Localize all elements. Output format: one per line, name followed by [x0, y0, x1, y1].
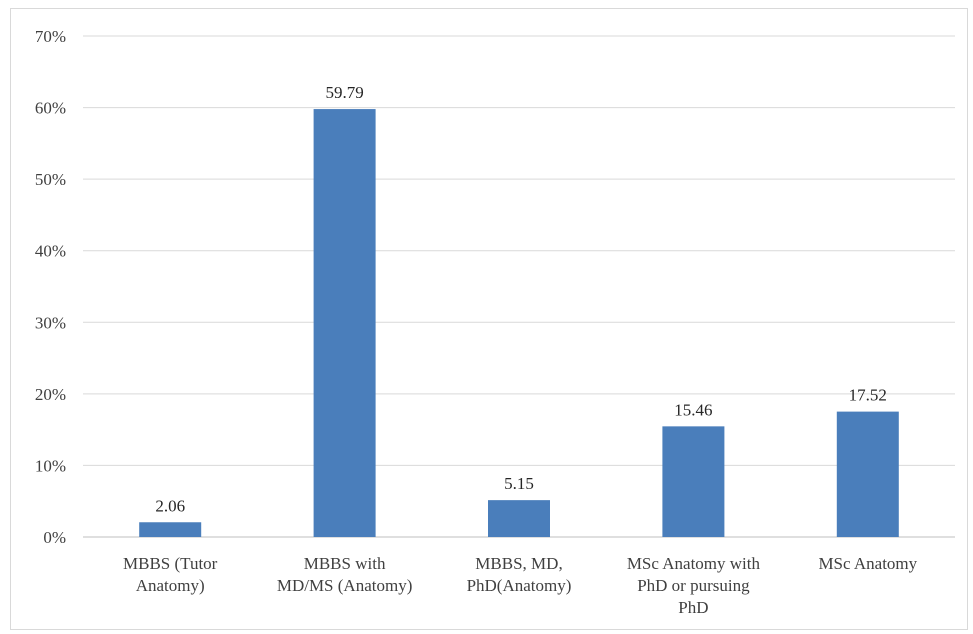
y-tick-label-20: 20% — [35, 385, 66, 404]
bar-1 — [139, 522, 202, 537]
category-label-4: MSc Anatomy with PhD or pursuing PhD — [627, 554, 761, 617]
y-tick-label-0: 0% — [43, 528, 66, 547]
y-tick-label-70: 70% — [35, 27, 66, 46]
data-label-1: 2.06 — [155, 496, 185, 515]
category-label-line: MBBS (Tutor — [123, 554, 218, 573]
data-label-4: 15.46 — [674, 400, 712, 419]
data-label-3: 5.15 — [504, 474, 534, 493]
bar-4 — [662, 426, 725, 537]
category-label-line: PhD or pursuing — [637, 576, 750, 595]
bar-5 — [836, 411, 899, 537]
data-label-2: 59.79 — [325, 83, 363, 102]
category-label-3: MBBS, MD, PhD(Anatomy) — [467, 554, 572, 595]
category-label-line: Anatomy) — [136, 576, 205, 595]
category-label-line: PhD — [678, 598, 708, 617]
category-label-1: MBBS (Tutor Anatomy) — [123, 554, 218, 595]
category-label-2: MBBS with MD/MS (Anatomy) — [277, 554, 413, 595]
category-label-line: PhD(Anatomy) — [467, 576, 572, 595]
category-label-line: MD/MS (Anatomy) — [277, 576, 413, 595]
data-label-5: 17.52 — [849, 386, 887, 405]
category-label-line: MSc Anatomy with — [627, 554, 761, 573]
category-label-line: MBBS with — [304, 554, 386, 573]
y-tick-label-40: 40% — [35, 242, 66, 261]
category-label-line: MBBS, MD, — [475, 554, 562, 573]
bar-2 — [313, 109, 376, 537]
bar-3 — [488, 500, 550, 537]
category-label-5: MSc Anatomy — [818, 554, 917, 573]
y-tick-label-50: 50% — [35, 170, 66, 189]
y-tick-label-60: 60% — [35, 99, 66, 118]
y-tick-label-30: 30% — [35, 313, 66, 332]
y-tick-label-10: 10% — [35, 456, 66, 475]
category-label-line: MSc Anatomy — [818, 554, 917, 573]
